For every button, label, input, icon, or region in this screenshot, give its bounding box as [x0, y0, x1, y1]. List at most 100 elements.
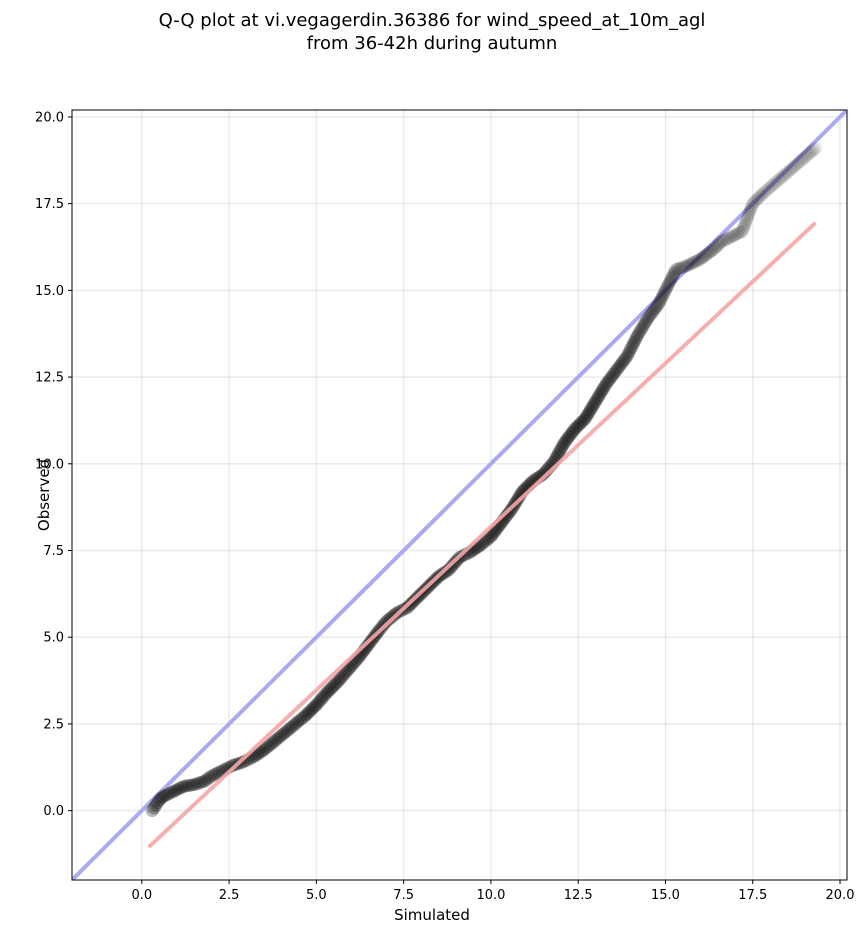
x-tick-label: 2.5 [219, 888, 240, 903]
quantile-point [607, 367, 621, 381]
y-tick-label: 0.0 [43, 804, 64, 819]
quantile-point [758, 185, 772, 199]
quantile-point [589, 394, 603, 408]
quantile-point [559, 434, 573, 448]
quantile-point [304, 703, 318, 717]
y-tick-label: 15.0 [35, 284, 64, 299]
quantile-point [746, 197, 760, 211]
quantile-point [480, 533, 494, 547]
quantile-point [667, 267, 681, 281]
quantile-point [308, 700, 322, 714]
quantile-point [295, 712, 309, 726]
quantile-point [617, 353, 631, 367]
quantile-point [562, 430, 576, 444]
quantile-point [677, 260, 691, 274]
quantile-point [791, 156, 805, 170]
quantile-point [322, 684, 336, 698]
quantile-point [621, 347, 635, 361]
quantile-point [182, 778, 196, 792]
quantile-point [444, 561, 458, 575]
quantile-point [647, 303, 661, 317]
quantile-point [807, 143, 821, 157]
y-tick-label: 2.5 [43, 717, 64, 732]
quantile-point [632, 326, 646, 340]
quantile-point [783, 163, 797, 177]
quantile-point [809, 141, 823, 155]
quantile-point [695, 251, 709, 265]
fit-line [147, 221, 817, 849]
quantile-point [620, 349, 634, 363]
quantile-point [657, 286, 671, 300]
quantile-point [485, 528, 499, 542]
quantile-point [719, 232, 733, 246]
quantile-point [598, 379, 612, 393]
quantile-point [478, 535, 492, 549]
quantile-point [301, 707, 315, 721]
quantile-point [605, 369, 619, 383]
quantile-point [261, 739, 275, 753]
quantile-point [640, 313, 654, 327]
quantile-point [655, 290, 669, 304]
quantile-point [749, 193, 763, 207]
quantile-point [255, 744, 269, 758]
quantile-point [701, 246, 715, 260]
quantile-point [293, 713, 307, 727]
x-tick-label: 10.0 [476, 888, 505, 903]
quantile-point [288, 717, 302, 731]
quantile-point [753, 190, 767, 204]
chart-title-line2: from 36-42h during autumn [306, 33, 558, 54]
quantile-point [202, 771, 216, 785]
quantile-point [575, 415, 589, 429]
x-tick-label: 15.0 [651, 888, 680, 903]
quantile-point [586, 399, 600, 413]
quantile-point [270, 733, 284, 747]
quantile-point [691, 253, 705, 267]
quantile-point [587, 397, 601, 411]
quantile-point [740, 212, 754, 226]
quantile-point [768, 176, 782, 190]
quantile-point [604, 371, 618, 385]
quantile-point [608, 365, 622, 379]
quantile-point [172, 782, 186, 796]
quantile-point [565, 426, 579, 440]
quantile-point [272, 731, 286, 745]
quantile-point [309, 698, 323, 712]
quantile-point [200, 772, 214, 786]
quantile-point [728, 228, 742, 242]
quantile-point [762, 181, 776, 195]
quantile-point [611, 361, 625, 375]
quantile-point [339, 665, 353, 679]
quantile-point [625, 340, 639, 354]
quantile-point [803, 146, 817, 160]
quantile-point [571, 419, 585, 433]
quantile-point [536, 467, 550, 481]
quantile-point [165, 785, 179, 799]
quantile-point [555, 441, 569, 455]
quantile-point [707, 242, 721, 256]
quantile-point [597, 381, 611, 395]
quantile-point [760, 183, 774, 197]
y-axis-ticks: 0.0 2.5 5.0 7.5 10.0 12.5 15.0 17.5 20.0 [35, 110, 72, 819]
quantile-point [793, 155, 807, 169]
quantile-point [280, 724, 294, 738]
quantile-point [579, 410, 593, 424]
quantile-point [302, 705, 316, 719]
quantile-point [634, 322, 648, 336]
quantile-point [195, 775, 209, 789]
quantile-point [682, 258, 696, 272]
quantile-point [334, 671, 348, 685]
quantile-point [638, 315, 652, 329]
quantile-point [578, 412, 592, 426]
quantile-point [801, 148, 815, 162]
quantile-point [158, 789, 172, 803]
quantile-point [210, 766, 224, 780]
quantile-point [379, 615, 393, 629]
quantile-point [149, 798, 163, 812]
quantile-point [772, 173, 786, 187]
quantile-point [156, 790, 170, 804]
quantile-point [553, 443, 567, 457]
reference-lines [72, 110, 847, 880]
grid [72, 110, 847, 880]
quantile-point [313, 694, 327, 708]
quantile-point [658, 283, 672, 297]
